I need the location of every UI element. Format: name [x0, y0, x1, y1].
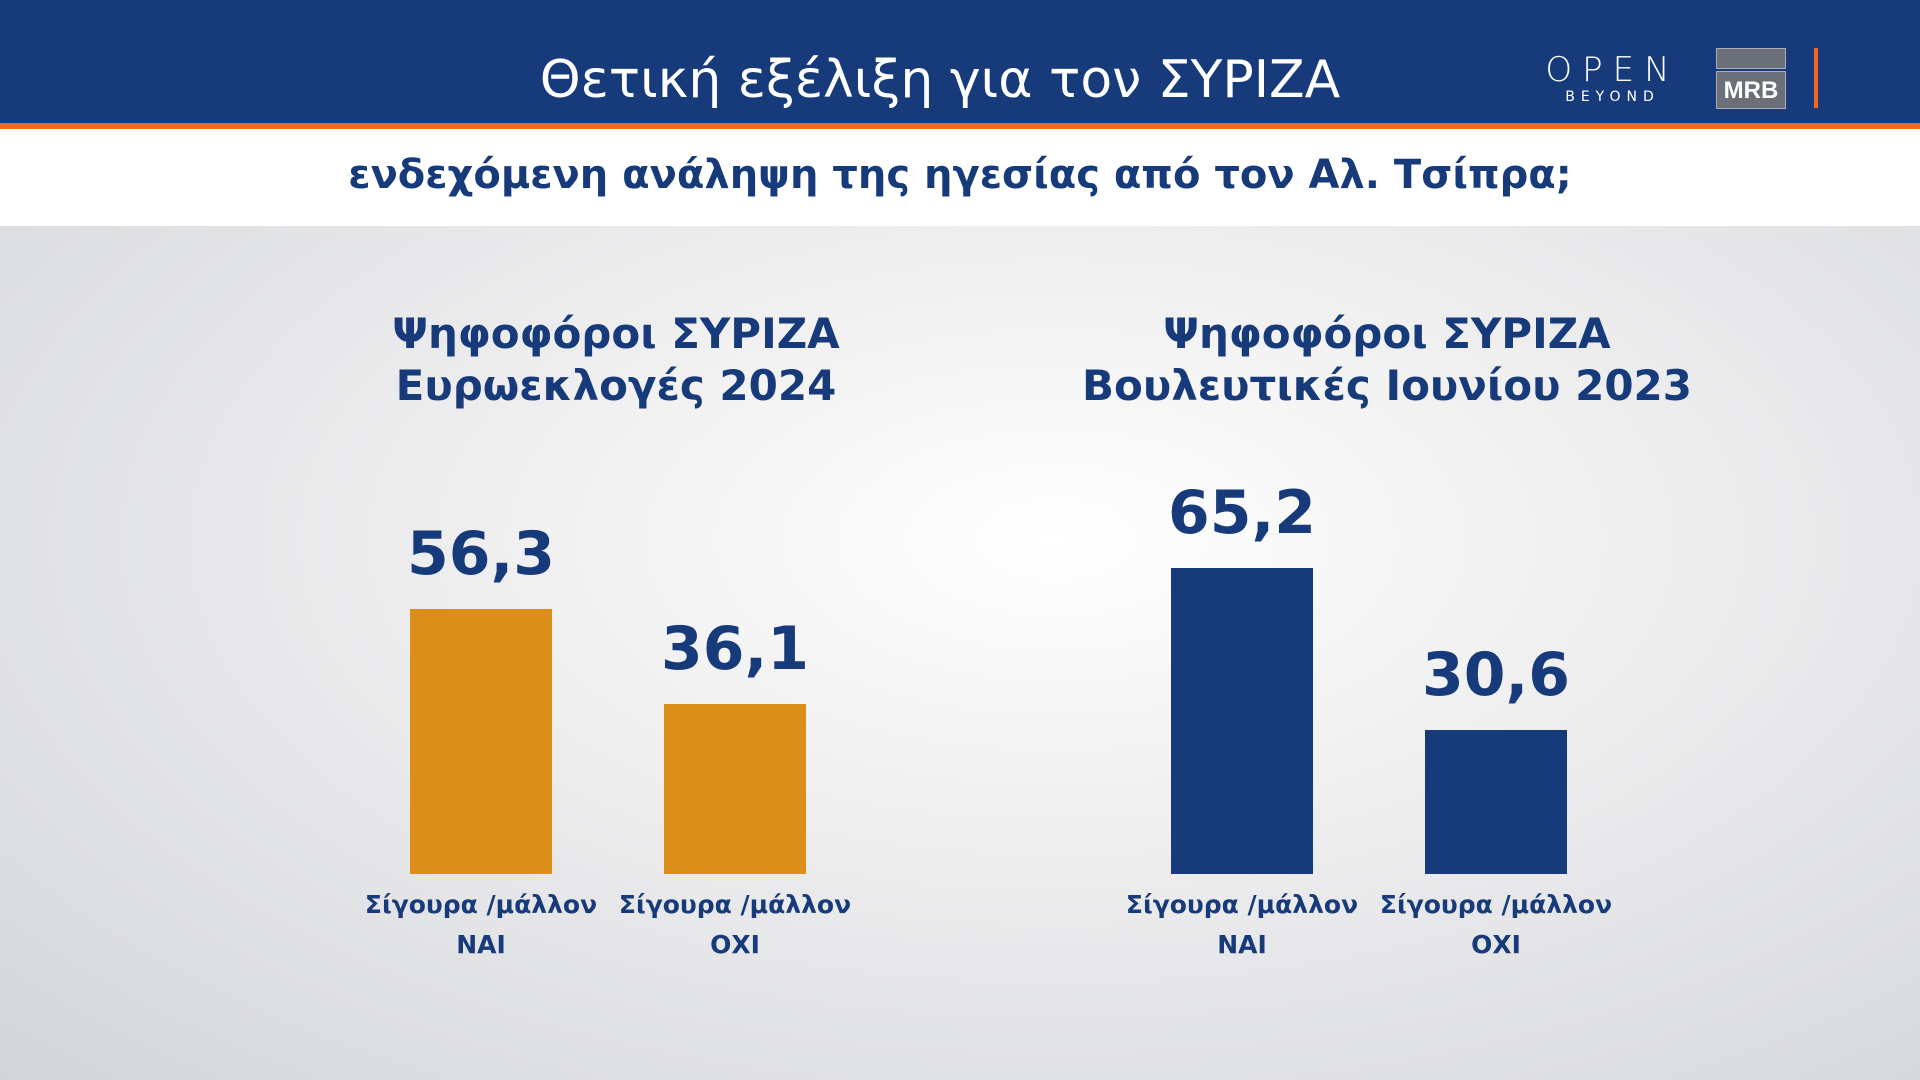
page-title: Θετική εξέλιξη για τον ΣΥΡΙΖΑ — [539, 50, 1341, 110]
logo-divider — [1814, 48, 1818, 108]
category-label: Σίγουρα /μάλλον ΟΧΙ — [1366, 885, 1626, 965]
mrb-logo-text: MRB — [1716, 71, 1786, 109]
chart-title-line2: Βουλευτικές Ιουνίου 2023 — [1081, 361, 1692, 410]
data-label: 65,2 — [1167, 477, 1317, 548]
chart-title: Ψηφοφόροι ΣΥΡΙΖΑ Βουλευτικές Ιουνίου 2023 — [1037, 308, 1737, 412]
category-label: Σίγουρα /μάλλον ΝΑΙ — [351, 885, 611, 965]
chart-title-line1: Ψηφοφόροι ΣΥΡΙΖΑ — [392, 309, 840, 358]
category-label: Σίγουρα /μάλλον ΝΑΙ — [1112, 885, 1372, 965]
category-label-line2: ΟΧΙ — [710, 930, 760, 959]
category-label-line1: Σίγουρα /μάλλον — [1125, 890, 1359, 919]
category-label-line1: Σίγουρα /μάλλον — [364, 890, 598, 919]
question-subtitle: ενδεχόμενη ανάληψη της ηγεσίας από τον Α… — [348, 152, 1572, 198]
open-logo: OPEN BEYOND — [1545, 52, 1680, 106]
open-logo-tagline: BEYOND — [1565, 89, 1660, 105]
bar — [664, 704, 806, 874]
category-label-line2: ΝΑΙ — [456, 930, 506, 959]
chart-title-line1: Ψηφοφόροι ΣΥΡΙΖΑ — [1163, 309, 1611, 358]
accent-divider — [0, 123, 1920, 129]
bar — [410, 609, 552, 874]
data-label: 56,3 — [406, 519, 556, 590]
header-bar — [0, 0, 1920, 123]
category-label: Σίγουρα /μάλλον ΟΧΙ — [605, 885, 865, 965]
data-label: 30,6 — [1421, 640, 1571, 711]
open-logo-text: OPEN — [1545, 50, 1680, 90]
bar — [1425, 730, 1567, 874]
category-label-line2: ΝΑΙ — [1217, 930, 1267, 959]
category-label-line1: Σίγουρα /μάλλον — [1379, 890, 1613, 919]
bar — [1171, 567, 1313, 874]
subtitle-band — [0, 129, 1920, 226]
category-label-line1: Σίγουρα /μάλλον — [618, 890, 852, 919]
chart-title-line2: Ευρωεκλογές 2024 — [395, 361, 837, 410]
category-label-line2: ΟΧΙ — [1471, 930, 1521, 959]
chart-title: Ψηφοφόροι ΣΥΡΙΖΑ Ευρωεκλογές 2024 — [266, 308, 966, 412]
mrb-logo: MRB — [1716, 48, 1786, 109]
data-label: 36,1 — [660, 614, 810, 685]
